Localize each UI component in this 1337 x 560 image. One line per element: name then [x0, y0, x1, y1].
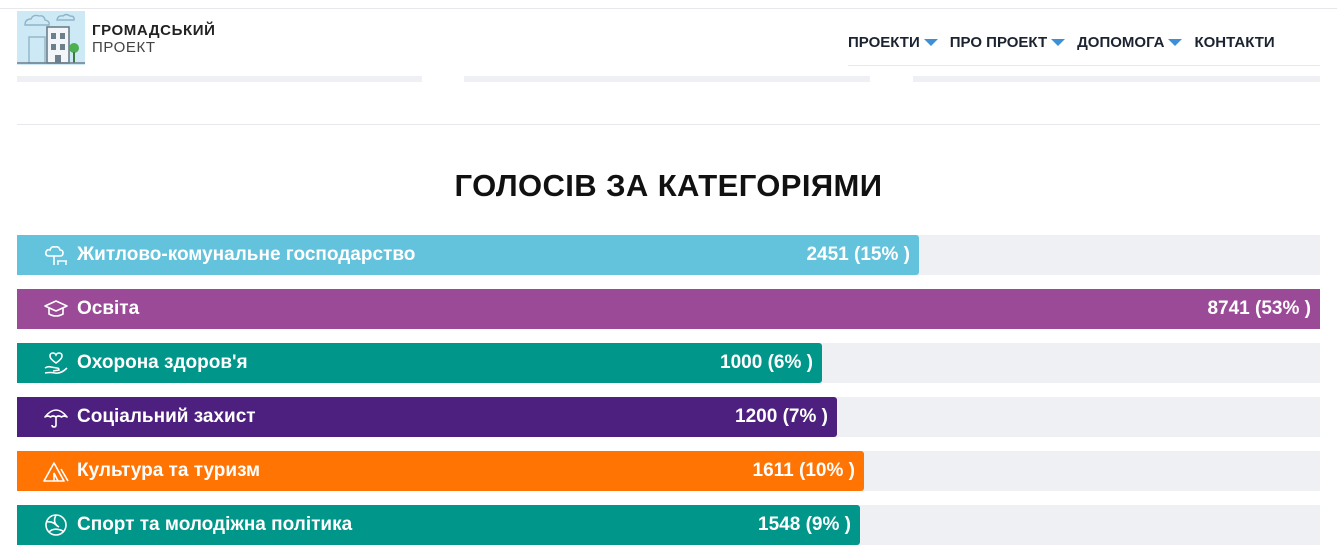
bar: Житлово-комунальне господарство: [17, 235, 919, 275]
chevron-down-icon: [1168, 38, 1183, 46]
heart-hand-icon: [44, 352, 68, 374]
bar-row: Спорт та молодіжна політика 1548 (9% ): [17, 505, 1320, 545]
nav-item-projects[interactable]: ПРОЕКТИ: [848, 30, 938, 54]
chevron-down-icon: [1051, 38, 1066, 46]
bar-label: Соціальний захист: [77, 406, 256, 427]
umbrella-icon: [44, 409, 68, 428]
brand[interactable]: ГРОМАДСЬКИЙ ПРОЕКТ: [92, 22, 215, 56]
bar: Соціальний захист: [17, 397, 837, 437]
card-bottom-edge: [17, 76, 422, 82]
category-bar-chart: Житлово-комунальне господарство 2451 (15%…: [17, 235, 1320, 559]
nav-item-label: ДОПОМОГА: [1077, 33, 1165, 51]
card-bottom-edge: [913, 76, 1320, 82]
bar-row: Житлово-комунальне господарство 2451 (15%…: [17, 235, 1320, 275]
bar-value-label: 1000 (6% ): [720, 352, 813, 373]
volleyball-icon: [45, 514, 67, 536]
bar: Спорт та молодіжна політика: [17, 505, 860, 545]
bar-label: Охорона здоров'я: [77, 352, 248, 373]
top-rule: [0, 8, 1337, 9]
bar: Охорона здоров'я: [17, 343, 822, 383]
nav-item-contacts[interactable]: КОНТАКТИ: [1194, 30, 1274, 54]
tent-icon: [43, 462, 69, 482]
section-divider: [17, 124, 1320, 125]
nav-item-about[interactable]: ПРО ПРОЕКТ: [949, 30, 1066, 54]
brand-title: ГРОМАДСЬКИЙ: [92, 22, 216, 39]
main-nav: ПРОЕКТИ ПРО ПРОЕКТ ДОПОМОГА КОНТАКТИ: [848, 30, 1320, 66]
nav-item-label: ПРОЕКТИ: [848, 33, 920, 51]
bar-label: Культура та туризм: [77, 460, 261, 481]
bar-row: Соціальний захист 1200 (7% ): [17, 397, 1320, 437]
bar-label: Житлово-комунальне господарство: [77, 244, 416, 265]
bar-row: Освіта 8741 (53% ): [17, 289, 1320, 329]
bar: Культура та туризм: [17, 451, 864, 491]
card-bottom-edge: [464, 76, 870, 82]
bar-value-label: 1200 (7% ): [735, 406, 828, 427]
cloud-tree-icon: [44, 246, 67, 265]
bar-value-label: 8741 (53% ): [1207, 298, 1311, 319]
logo-icon[interactable]: [17, 11, 85, 65]
section-title: ГОЛОСІВ ЗА КАТЕГОРІЯМИ: [454, 168, 883, 203]
nav-item-label: КОНТАКТИ: [1194, 33, 1275, 51]
bar: Освіта: [17, 289, 1320, 329]
bar-label: Освіта: [77, 298, 140, 319]
bar-value-label: 1548 (9% ): [758, 514, 851, 535]
nav-item-help[interactable]: ДОПОМОГА: [1077, 30, 1183, 54]
bar-row: Культура та туризм 1611 (10% ): [17, 451, 1320, 491]
bar-row: Охорона здоров'я 1000 (6% ): [17, 343, 1320, 383]
chevron-down-icon: [923, 38, 938, 46]
nav-item-label: ПРО ПРОЕКТ: [949, 33, 1048, 51]
bar-value-label: 1611 (10% ): [752, 460, 855, 481]
graduation-cap-icon: [44, 300, 68, 317]
bar-value-label: 2451 (15% ): [806, 244, 910, 265]
bar-label: Спорт та молодіжна політика: [77, 514, 353, 535]
brand-subtitle: ПРОЕКТ: [92, 39, 156, 56]
